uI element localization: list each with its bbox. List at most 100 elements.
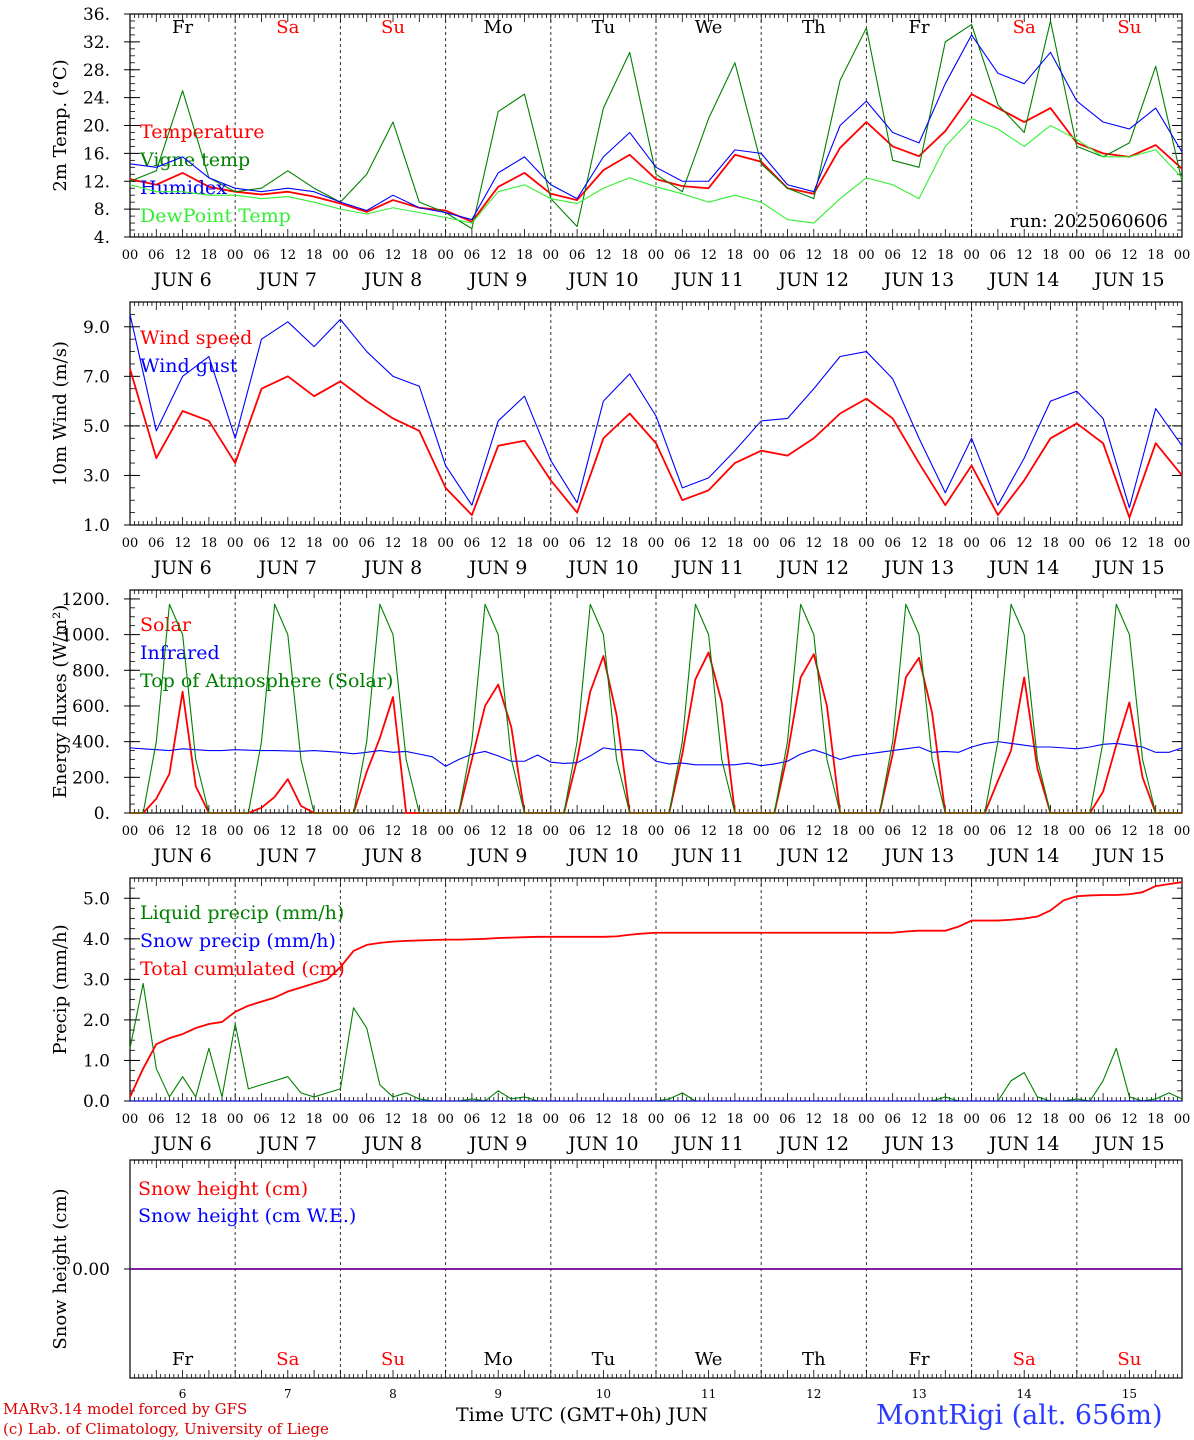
temp-xtick-label: 12 [911,248,928,263]
temp-legend-entry: DewPoint Temp [140,205,291,227]
energy-xtick-label: 00 [1174,824,1191,839]
weekday-label: Fr [908,1349,929,1370]
temp-xtick-label: 06 [464,248,481,263]
temp-xtick-label: 12 [1016,248,1033,263]
temp-xtick-label: 00 [122,248,139,263]
temp-xtick-label: 18 [937,248,954,263]
wind-xtick-label: 00 [648,536,665,551]
precip-date-label: JUN 6 [151,1133,211,1155]
temp-xtick-label: 00 [543,248,560,263]
day-number-label: 13 [911,1387,926,1401]
snow-ylabel: Snow height (cm) [50,1188,71,1349]
temp-xtick-label: 00 [753,248,770,263]
energy-ytick-label: 800. [72,661,110,681]
energy-xtick-label: 18 [937,824,954,839]
energy-xtick-label: 12 [1121,824,1138,839]
wind-xtick-label: 06 [358,536,375,551]
temp-xtick-label: 18 [727,248,744,263]
wind-xtick-label: 00 [858,536,875,551]
energy-ytick-label: 400. [72,733,110,753]
wind-xtick-label: 00 [122,536,139,551]
precip-xtick-label: 06 [464,1112,481,1127]
temp-xtick-label: 18 [832,248,849,263]
precip-xtick-label: 12 [806,1112,823,1127]
energy-xtick-label: 06 [148,824,165,839]
precip-xtick-label: 12 [174,1112,191,1127]
energy-xtick-label: 00 [437,824,454,839]
wind-ytick-label: 3.0 [83,466,110,486]
energy-date-label: JUN 6 [151,845,211,867]
precip-date-label: JUN 7 [257,1133,317,1155]
precip-ytick-label: 3.0 [83,970,110,990]
energy-ytick-label: 0. [94,804,110,824]
wind-ylabel: 10m Wind (m/s) [50,341,71,486]
temp-xtick-label: 00 [1069,248,1086,263]
energy-ytick-label: 1000. [61,626,110,646]
precip-date-label: JUN 11 [671,1133,743,1155]
wind-ytick-label: 5.0 [83,417,110,437]
weekday-label: Su [381,1349,405,1370]
weekday-label: Th [802,17,826,38]
precip-xtick-label: 18 [832,1112,849,1127]
energy-xtick-label: 00 [858,824,875,839]
weekday-label: Fr [908,17,929,38]
wind-date-label: JUN 8 [362,557,422,579]
temp-ytick-label: 24. [83,89,110,109]
temp-series-line [129,117,1183,224]
wind-date-label: JUN 10 [566,557,638,579]
temp-date-label: JUN 15 [1092,269,1164,291]
wind-xtick-label: 06 [674,536,691,551]
temp-date-label: JUN 14 [987,269,1059,291]
precip-xtick-label: 00 [1174,1112,1191,1127]
wind-ytick-label: 7.0 [83,367,110,387]
day-number-label: 6 [179,1387,187,1401]
day-number-label: 7 [284,1387,292,1401]
weekday-label: Mo [484,1349,513,1370]
energy-date-label: JUN 9 [467,845,527,867]
temp-legend-entry: Vigne temp [139,149,250,171]
energy-series-line [129,741,1183,767]
x-axis-title: Time UTC (GMT+0h) JUN [456,1404,708,1426]
temp-xtick-label: 12 [806,248,823,263]
energy-date-label: JUN 12 [777,845,849,867]
wind-xtick-label: 18 [621,536,638,551]
precip-xtick-label: 12 [490,1112,507,1127]
wind-xtick-label: 12 [174,536,191,551]
energy-hour-ticks [129,590,1183,813]
energy-xtick-label: 00 [332,824,349,839]
temp-date-label: JUN 13 [882,269,954,291]
precip-xtick-label: 06 [884,1112,901,1127]
energy-xtick-label: 18 [411,824,428,839]
temp-xtick-label: 06 [569,248,586,263]
temp-ytick-label: 28. [83,61,110,81]
temp-xtick-label: 18 [411,248,428,263]
energy-legend-entry: Solar [140,614,192,636]
wind-date-label: JUN 13 [882,557,954,579]
precip-ytick-label: 1.0 [83,1051,110,1071]
temp-xtick-label: 18 [621,248,638,263]
energy-xtick-label: 06 [674,824,691,839]
weekday-label: Fr [172,17,193,38]
temp-ytick-label: 32. [83,33,110,53]
energy-xtick-label: 00 [227,824,244,839]
energy-xtick-label: 12 [280,824,297,839]
precip-legend-entry: Total cumulated (cm) [140,958,345,980]
station-label: MontRigi (alt. 656m) [876,1400,1163,1431]
energy-legend-entry: Top of Atmosphere (Solar) [140,670,393,692]
precip-xtick-label: 00 [227,1112,244,1127]
temp-xtick-label: 12 [700,248,717,263]
precip-xtick-label: 18 [411,1112,428,1127]
precip-xtick-label: 18 [201,1112,218,1127]
precip-xtick-label: 18 [306,1112,323,1127]
energy-xtick-label: 06 [464,824,481,839]
day-number-label: 9 [494,1387,502,1401]
energy-xtick-label: 00 [122,824,139,839]
wind-xtick-label: 06 [569,536,586,551]
precip-xtick-label: 12 [700,1112,717,1127]
wind-xtick-label: 18 [937,536,954,551]
wind-xtick-label: 06 [148,536,165,551]
snow-legend-entry: Snow height (cm W.E.) [138,1205,356,1227]
temp-ytick-label: 20. [83,117,110,137]
temp-series-line [129,34,1183,221]
wind-xtick-label: 12 [280,536,297,551]
